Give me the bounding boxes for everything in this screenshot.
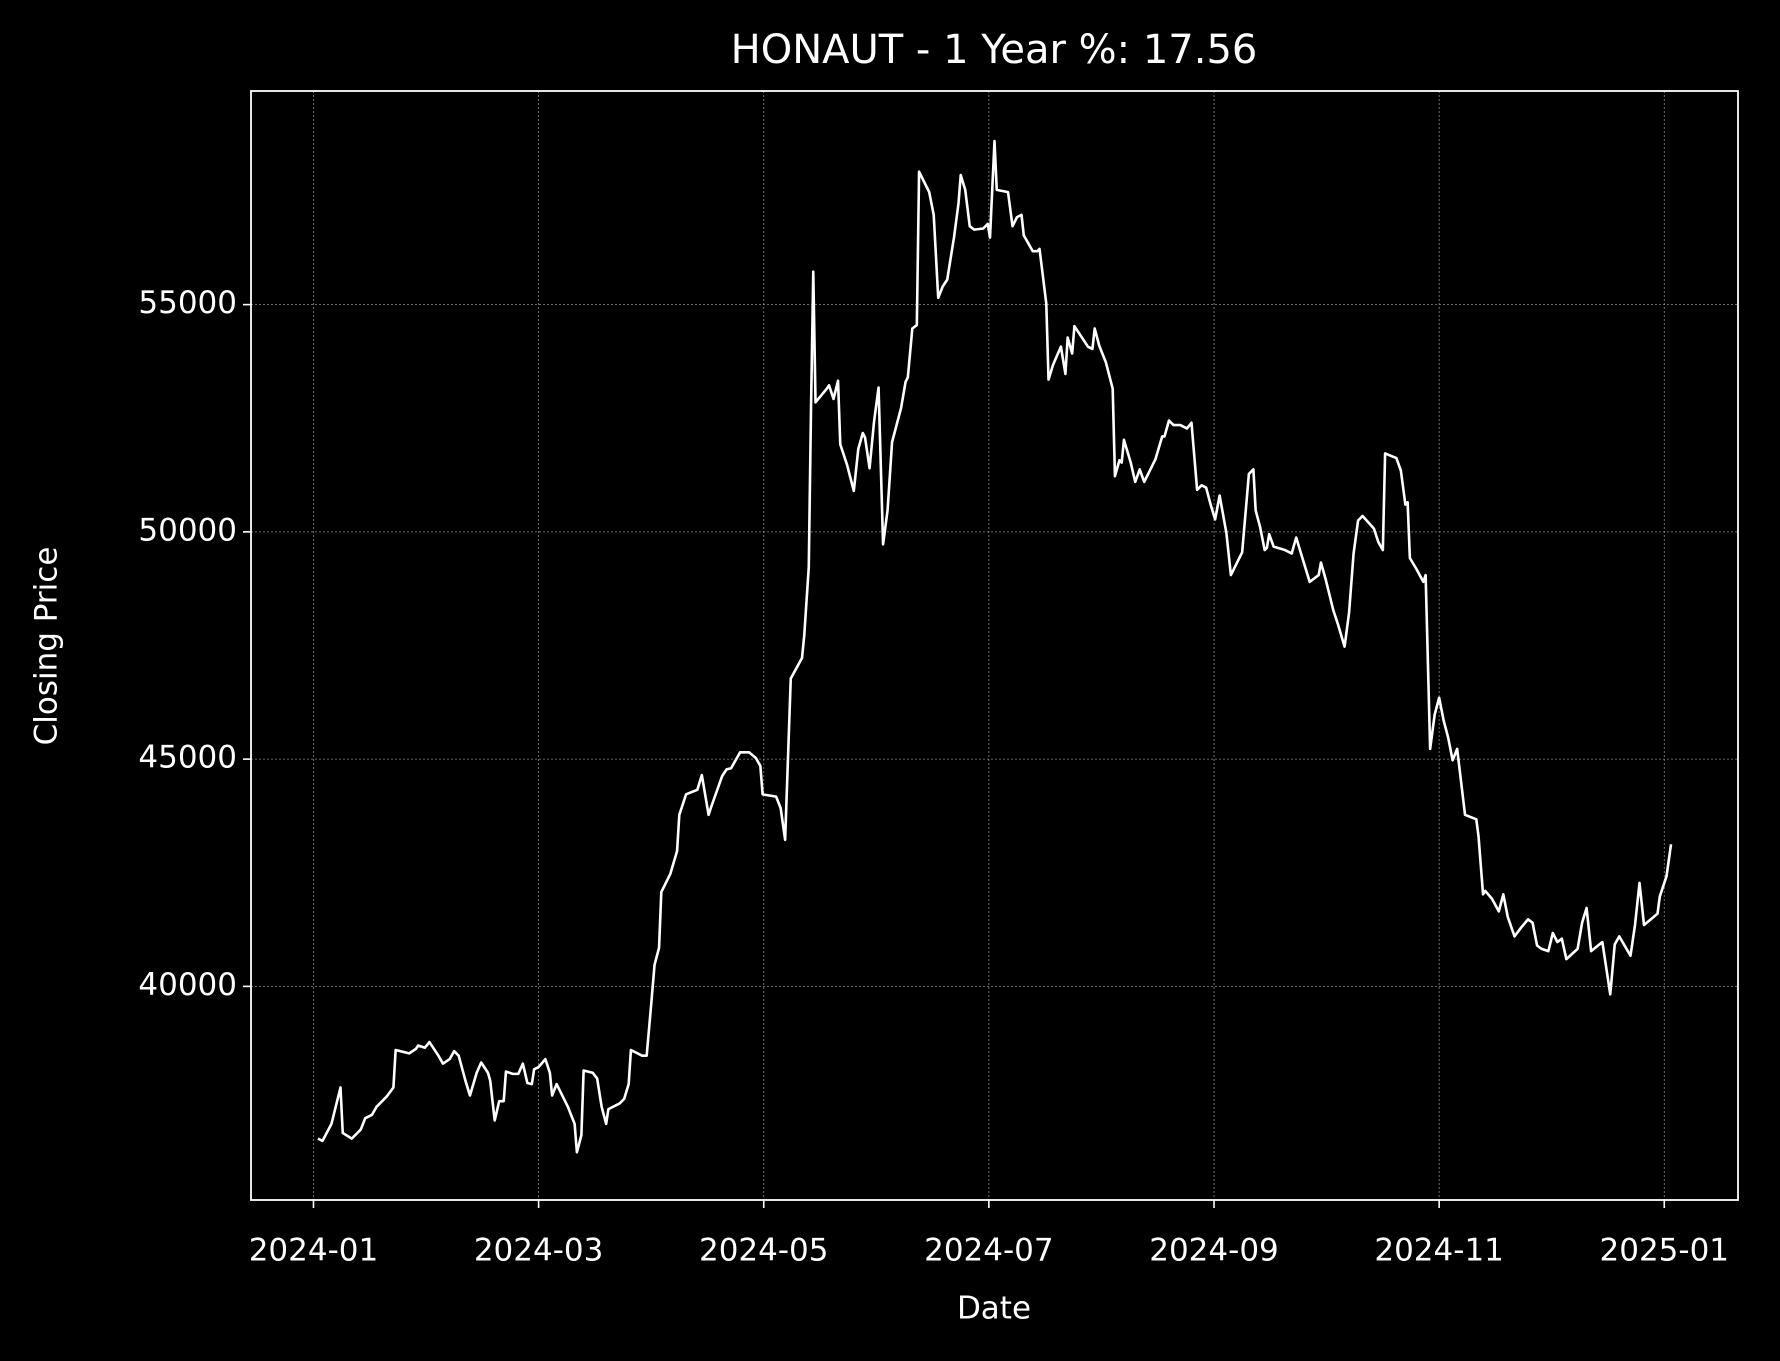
y-tick-label: 45000: [138, 740, 237, 776]
plot-frame: [250, 90, 1739, 1201]
x-axis-label: Date: [957, 1291, 1031, 1327]
chart-title: HONAUT - 1 Year %: 17.56: [731, 27, 1258, 73]
x-tick-label: 2024-01: [249, 1233, 379, 1269]
x-tick-label: 2024-09: [1149, 1233, 1279, 1269]
x-tick-label: 2024-03: [474, 1233, 604, 1269]
x-tick-label: 2024-07: [924, 1233, 1054, 1269]
x-tick-label: 2024-11: [1374, 1233, 1504, 1269]
y-tick-label: 50000: [138, 512, 237, 548]
y-tick-label: 40000: [138, 967, 237, 1003]
y-axis-label: Closing Price: [29, 547, 65, 746]
y-tick-label: 55000: [138, 285, 237, 321]
x-tick-label: 2024-05: [699, 1233, 829, 1269]
price-line: [317, 139, 1673, 1154]
x-tick-label: 2025-01: [1600, 1233, 1730, 1269]
